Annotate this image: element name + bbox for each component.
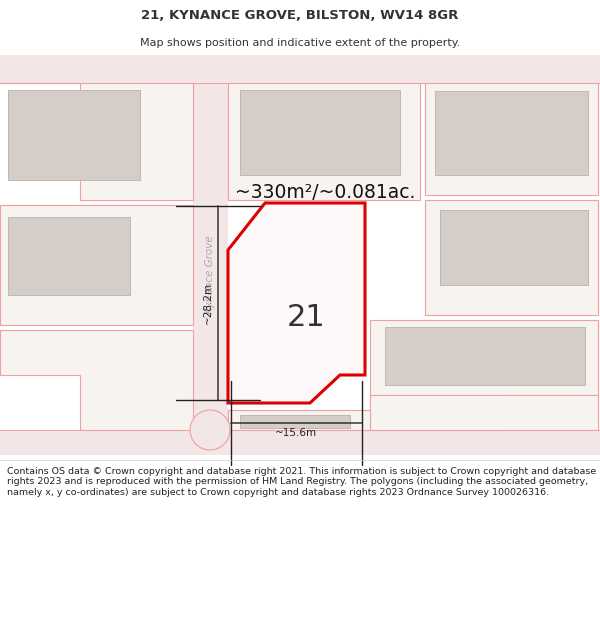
Polygon shape	[385, 327, 585, 385]
Polygon shape	[250, 270, 345, 365]
Text: ~28.2m: ~28.2m	[203, 282, 213, 324]
Polygon shape	[193, 83, 228, 440]
Polygon shape	[8, 90, 140, 180]
Polygon shape	[228, 83, 420, 200]
Polygon shape	[228, 203, 365, 403]
Polygon shape	[240, 415, 350, 428]
Text: Contains OS data © Crown copyright and database right 2021. This information is : Contains OS data © Crown copyright and d…	[7, 467, 596, 497]
Text: Map shows position and indicative extent of the property.: Map shows position and indicative extent…	[140, 38, 460, 48]
Polygon shape	[440, 210, 588, 285]
Polygon shape	[435, 91, 588, 175]
Polygon shape	[0, 205, 193, 325]
Polygon shape	[228, 410, 370, 430]
Polygon shape	[370, 395, 598, 430]
Polygon shape	[0, 430, 600, 455]
Text: ~330m²/~0.081ac.: ~330m²/~0.081ac.	[235, 184, 415, 203]
Text: 21: 21	[287, 304, 326, 332]
Polygon shape	[425, 83, 598, 195]
Polygon shape	[8, 217, 130, 295]
Text: ~15.6m: ~15.6m	[275, 428, 317, 438]
Text: 21, KYNANCE GROVE, BILSTON, WV14 8GR: 21, KYNANCE GROVE, BILSTON, WV14 8GR	[142, 9, 458, 22]
Polygon shape	[0, 330, 193, 430]
Polygon shape	[240, 90, 400, 175]
Polygon shape	[370, 320, 598, 430]
Polygon shape	[0, 55, 600, 83]
Circle shape	[190, 410, 230, 450]
Polygon shape	[0, 83, 193, 200]
Text: Kynance Grove: Kynance Grove	[205, 236, 215, 314]
Polygon shape	[425, 200, 598, 315]
